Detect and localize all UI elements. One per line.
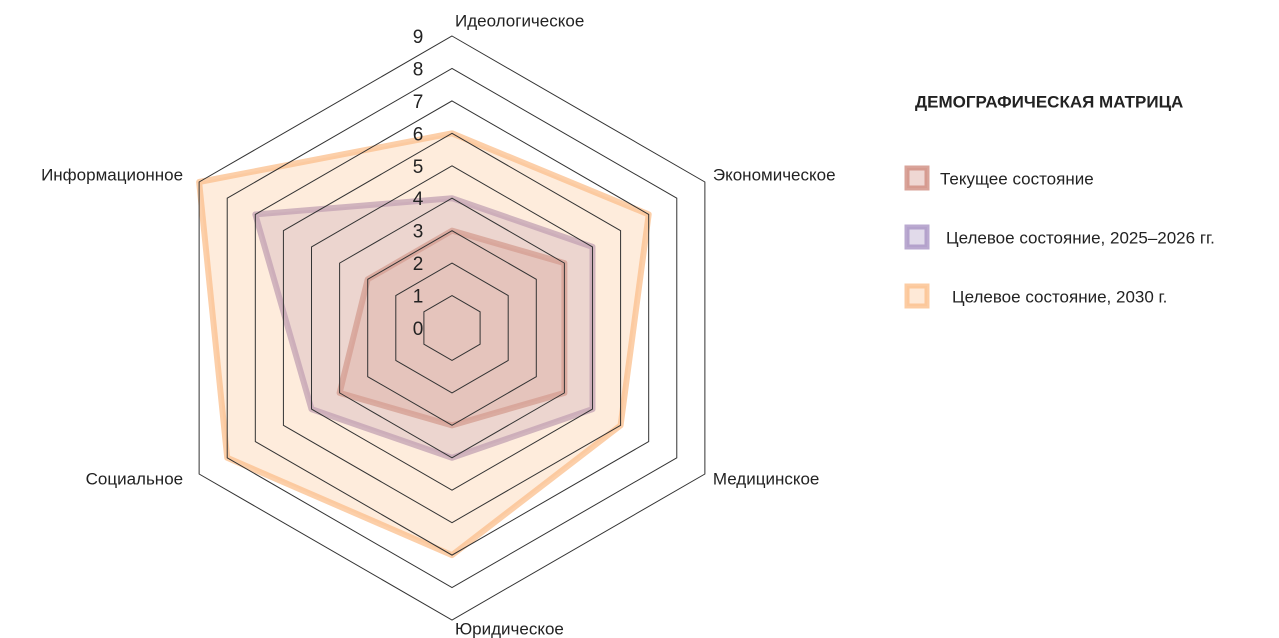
r-tick-label: 1	[413, 287, 424, 308]
r-tick-label: 7	[413, 92, 424, 113]
grid-ring	[311, 165, 593, 491]
r-tick-label: 2	[413, 254, 424, 275]
grid-ring	[226, 67, 678, 589]
r-tick-label: 8	[413, 59, 424, 80]
grid-ring	[254, 100, 650, 556]
legend-label: Целевое состояние, 2025–2026 гг.	[946, 228, 1215, 247]
category-label: Информационное	[41, 165, 183, 184]
grid-ring	[282, 132, 622, 524]
r-tick-label: 4	[413, 189, 424, 210]
category-label: Идеологическое	[455, 11, 584, 30]
legend-label: Текущее состояние	[940, 169, 1094, 188]
grid-ring	[367, 230, 537, 426]
r-tick-label: 9	[413, 27, 424, 48]
r-tick-label: 0	[413, 319, 424, 340]
category-label: Социальное	[86, 469, 184, 488]
category-label: Юридическое	[455, 619, 564, 638]
legend-title: ДЕМОГРАФИЧЕСКАЯ МАТРИЦА	[915, 92, 1183, 111]
legend-swatch	[904, 224, 930, 250]
legend-swatch	[904, 165, 930, 191]
legend-label: Целевое состояние, 2030 г.	[952, 287, 1167, 306]
category-label: Медицинское	[713, 469, 820, 488]
r-tick-label: 3	[413, 222, 424, 243]
legend-swatch	[904, 283, 930, 309]
r-tick-label: 5	[413, 157, 424, 178]
category-label: Экономическое	[713, 165, 836, 184]
grid-ring	[198, 35, 706, 621]
grid-ring	[339, 197, 565, 459]
r-tick-label: 6	[413, 124, 424, 145]
grid-ring	[395, 262, 509, 394]
grid-ring	[423, 294, 481, 362]
